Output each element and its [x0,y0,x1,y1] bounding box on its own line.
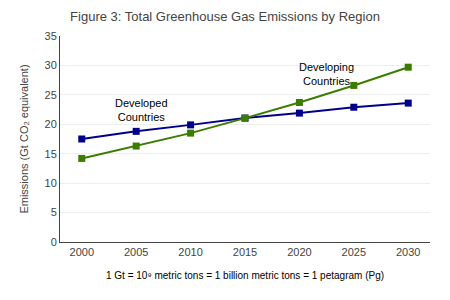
svg-text:1 Gt = 10⁹ metric tons = 1 bil: 1 Gt = 10⁹ metric tons = 1 billion metri… [106,270,384,281]
svg-text:2025: 2025 [342,246,366,258]
svg-text:2030: 2030 [396,246,420,258]
svg-text:5: 5 [51,206,57,218]
svg-text:Emissions (Gt CO₂ equivalent): Emissions (Gt CO₂ equivalent) [18,64,30,213]
svg-text:2005: 2005 [124,246,148,258]
svg-text:2010: 2010 [178,246,202,258]
svg-text:35: 35 [45,30,57,42]
svg-text:DevelopingCountries: DevelopingCountries [299,61,354,87]
svg-text:2020: 2020 [287,246,311,258]
svg-text:DevelopedCountries: DevelopedCountries [115,97,168,123]
svg-text:Figure 3: Total Greenhouse Gas: Figure 3: Total Greenhouse Gas Emissions… [70,9,380,24]
svg-text:10: 10 [45,177,57,189]
svg-text:30: 30 [45,59,57,71]
svg-text:2000: 2000 [70,246,94,258]
svg-text:2015: 2015 [233,246,257,258]
svg-text:15: 15 [45,148,57,160]
svg-text:25: 25 [45,89,57,101]
svg-text:0: 0 [51,236,57,248]
svg-text:20: 20 [45,118,57,130]
